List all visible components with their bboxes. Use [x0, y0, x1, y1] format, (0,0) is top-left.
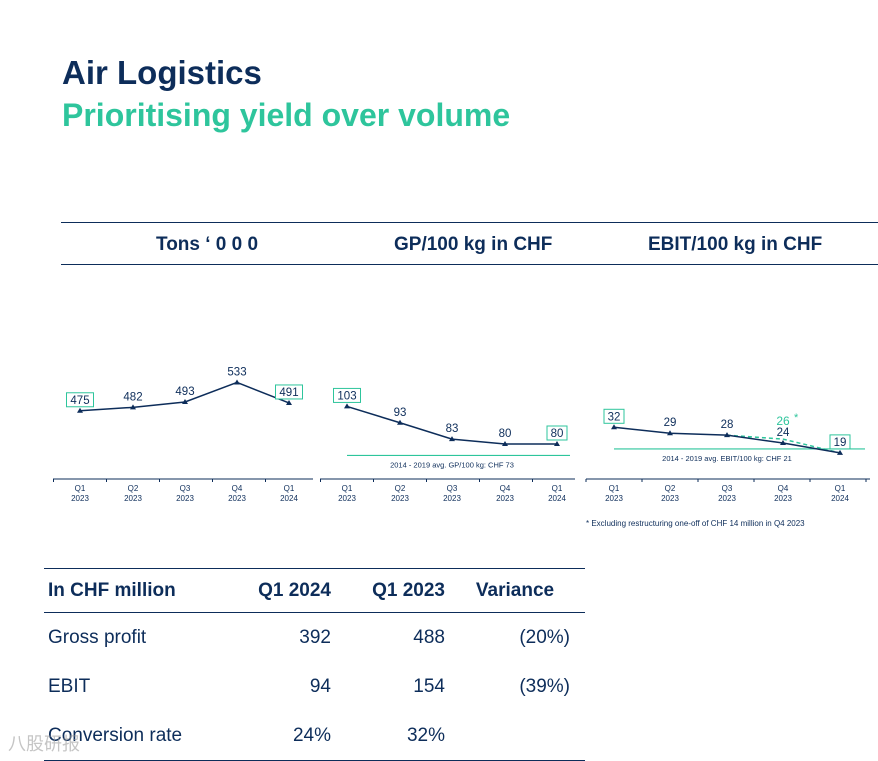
- tons-data-label: 482: [123, 391, 142, 403]
- gp-label-box: [333, 387, 361, 403]
- col-head-gp: GP/100 kg in CHF: [394, 234, 553, 255]
- table-cell: (39%): [519, 675, 570, 697]
- table-header: Q1 2023: [331, 568, 445, 613]
- gp-tick-label: Q2 2023: [391, 484, 409, 503]
- gp-point: [449, 436, 455, 442]
- gp-data-label: 83: [446, 423, 459, 435]
- table-cell: 32%: [331, 711, 445, 761]
- table-row: Gross profit 392 488 (20%): [44, 613, 585, 663]
- table-cell: (20%): [519, 626, 570, 648]
- gp-point: [554, 441, 560, 446]
- table-header-row: In CHF million Q1 2024 Q1 2023 Variance: [44, 568, 585, 613]
- gp-tick-label: Q1 2023: [338, 484, 356, 503]
- table-cell: 488: [413, 626, 445, 648]
- table-cell: Conversion rate: [44, 711, 243, 761]
- tons-data-label: 493: [175, 386, 194, 398]
- ebit-data-label: 24: [777, 427, 790, 439]
- table-cell: 24%: [243, 711, 331, 761]
- ebit-label-box: [829, 434, 851, 450]
- gp-data-label: 80: [499, 428, 512, 440]
- table-row: EBIT 94 154 (39%): [44, 662, 585, 711]
- ebit-point: [667, 430, 673, 436]
- header-rule-top: [61, 222, 878, 223]
- table-header: Q1 2024: [243, 568, 331, 613]
- gp-avg-label: 2014 - 2019 avg. GP/100 kg: CHF 73: [390, 460, 514, 469]
- tons-data-label: 491: [279, 387, 298, 399]
- tons-data-label: 533: [227, 366, 246, 378]
- tons-tick-label: Q1 2024: [280, 484, 298, 503]
- gp-data-label: 80: [551, 428, 564, 440]
- ebit-adjusted-label: 26: [776, 414, 790, 428]
- gp-data-label: 103: [337, 390, 356, 402]
- col-head-tons: Tons ‘ 0 0 0: [156, 234, 259, 255]
- gp-data-label: 93: [394, 407, 407, 419]
- table-cell: Gross profit: [48, 626, 147, 648]
- page-title: Air Logistics: [62, 54, 262, 91]
- ebit-point: [611, 424, 617, 430]
- ebit-point: [724, 432, 730, 438]
- table-cell: 94: [309, 675, 331, 697]
- ebit-adjusted-marker: *: [794, 412, 799, 424]
- ebit-point: [837, 449, 843, 455]
- ebit-tick-label: Q1 2024: [831, 484, 849, 503]
- ebit-data-label: 28: [721, 419, 734, 431]
- ebit-tick-label: Q2 2023: [661, 484, 679, 503]
- gp-tick-label: Q4 2023: [496, 484, 514, 503]
- table-header: Variance: [445, 568, 585, 613]
- table-cell: EBIT: [48, 675, 91, 697]
- gp-tick-label: Q3 2023: [443, 484, 461, 503]
- financial-table: In CHF million Q1 2024 Q1 2023 Variance …: [44, 568, 585, 761]
- tons-label-box: [275, 384, 303, 400]
- tons-tick-label: Q3 2023: [176, 484, 194, 503]
- gp-tick-label: Q1 2024: [548, 484, 566, 503]
- table-cell: 392: [299, 626, 331, 648]
- tons-point: [130, 404, 136, 410]
- ebit-data-label: 32: [608, 411, 621, 423]
- ebit-data-label: 29: [664, 417, 677, 429]
- ebit-tick-label: Q3 2023: [718, 484, 736, 503]
- header-rule-bottom: [61, 264, 878, 265]
- ebit-tick-label: Q1 2023: [605, 484, 623, 503]
- table-header: In CHF million: [44, 568, 243, 613]
- tons-data-label: 475: [70, 395, 89, 407]
- ebit-avg-label: 2014 - 2019 avg. EBIT/100 kg: CHF 21: [662, 454, 792, 463]
- watermark: 八股研报: [8, 734, 80, 754]
- gp-label-box: [546, 425, 568, 441]
- ebit-point: [780, 440, 786, 446]
- gp-point: [502, 441, 508, 446]
- table-row: Conversion rate 24% 32%: [44, 711, 585, 761]
- charts-area: Q1 2023 Q2 2023 Q3 2023 Q4 2023 Q1 2024 475 482 493 5…: [53, 366, 870, 503]
- tons-label-box: [66, 392, 94, 408]
- col-head-ebit: EBIT/100 kg in CHF: [648, 234, 823, 255]
- footnote: * Excluding restructuring one-off of CHF…: [586, 519, 805, 528]
- gp-point: [344, 403, 350, 409]
- table-cell: 154: [413, 675, 445, 697]
- tons-point: [77, 407, 83, 413]
- gp-point: [397, 419, 403, 425]
- ebit-adjusted-line: [726, 434, 841, 454]
- tons-tick-label: Q2 2023: [124, 484, 142, 503]
- tons-point: [234, 379, 240, 385]
- ebit-tick-label: Q4 2023: [774, 484, 792, 503]
- page-subtitle: Prioritising yield over volume: [62, 97, 511, 133]
- tons-point: [286, 399, 292, 405]
- table-cell: [445, 711, 585, 761]
- tons-tick-label: Q4 2023: [228, 484, 246, 503]
- tons-tick-label: Q1 2023: [71, 484, 89, 503]
- ebit-label-box: [603, 408, 625, 424]
- tons-point: [182, 398, 188, 404]
- ebit-data-label: 19: [834, 437, 847, 449]
